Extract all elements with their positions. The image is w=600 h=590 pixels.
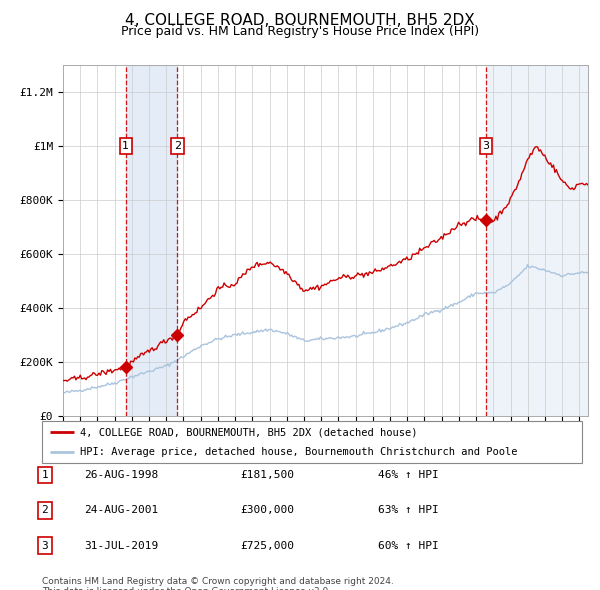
- Text: HPI: Average price, detached house, Bournemouth Christchurch and Poole: HPI: Average price, detached house, Bour…: [80, 447, 517, 457]
- Text: 3: 3: [41, 541, 49, 550]
- Text: 2: 2: [41, 506, 49, 515]
- Text: £300,000: £300,000: [240, 506, 294, 515]
- Text: 60% ↑ HPI: 60% ↑ HPI: [378, 541, 439, 550]
- Text: 1: 1: [41, 470, 49, 480]
- Text: 26-AUG-1998: 26-AUG-1998: [84, 470, 158, 480]
- Text: £725,000: £725,000: [240, 541, 294, 550]
- Text: Price paid vs. HM Land Registry's House Price Index (HPI): Price paid vs. HM Land Registry's House …: [121, 25, 479, 38]
- Text: 3: 3: [482, 141, 490, 151]
- Text: 4, COLLEGE ROAD, BOURNEMOUTH, BH5 2DX (detached house): 4, COLLEGE ROAD, BOURNEMOUTH, BH5 2DX (d…: [80, 427, 418, 437]
- Text: 46% ↑ HPI: 46% ↑ HPI: [378, 470, 439, 480]
- Text: £181,500: £181,500: [240, 470, 294, 480]
- Text: 31-JUL-2019: 31-JUL-2019: [84, 541, 158, 550]
- Text: Contains HM Land Registry data © Crown copyright and database right 2024.
This d: Contains HM Land Registry data © Crown c…: [42, 577, 394, 590]
- Bar: [486, 65, 588, 416]
- Bar: [126, 65, 178, 416]
- Text: 4, COLLEGE ROAD, BOURNEMOUTH, BH5 2DX: 4, COLLEGE ROAD, BOURNEMOUTH, BH5 2DX: [125, 13, 475, 28]
- FancyBboxPatch shape: [42, 421, 582, 463]
- Text: 63% ↑ HPI: 63% ↑ HPI: [378, 506, 439, 515]
- Text: 24-AUG-2001: 24-AUG-2001: [84, 506, 158, 515]
- Text: 1: 1: [122, 141, 130, 151]
- Text: 2: 2: [174, 141, 181, 151]
